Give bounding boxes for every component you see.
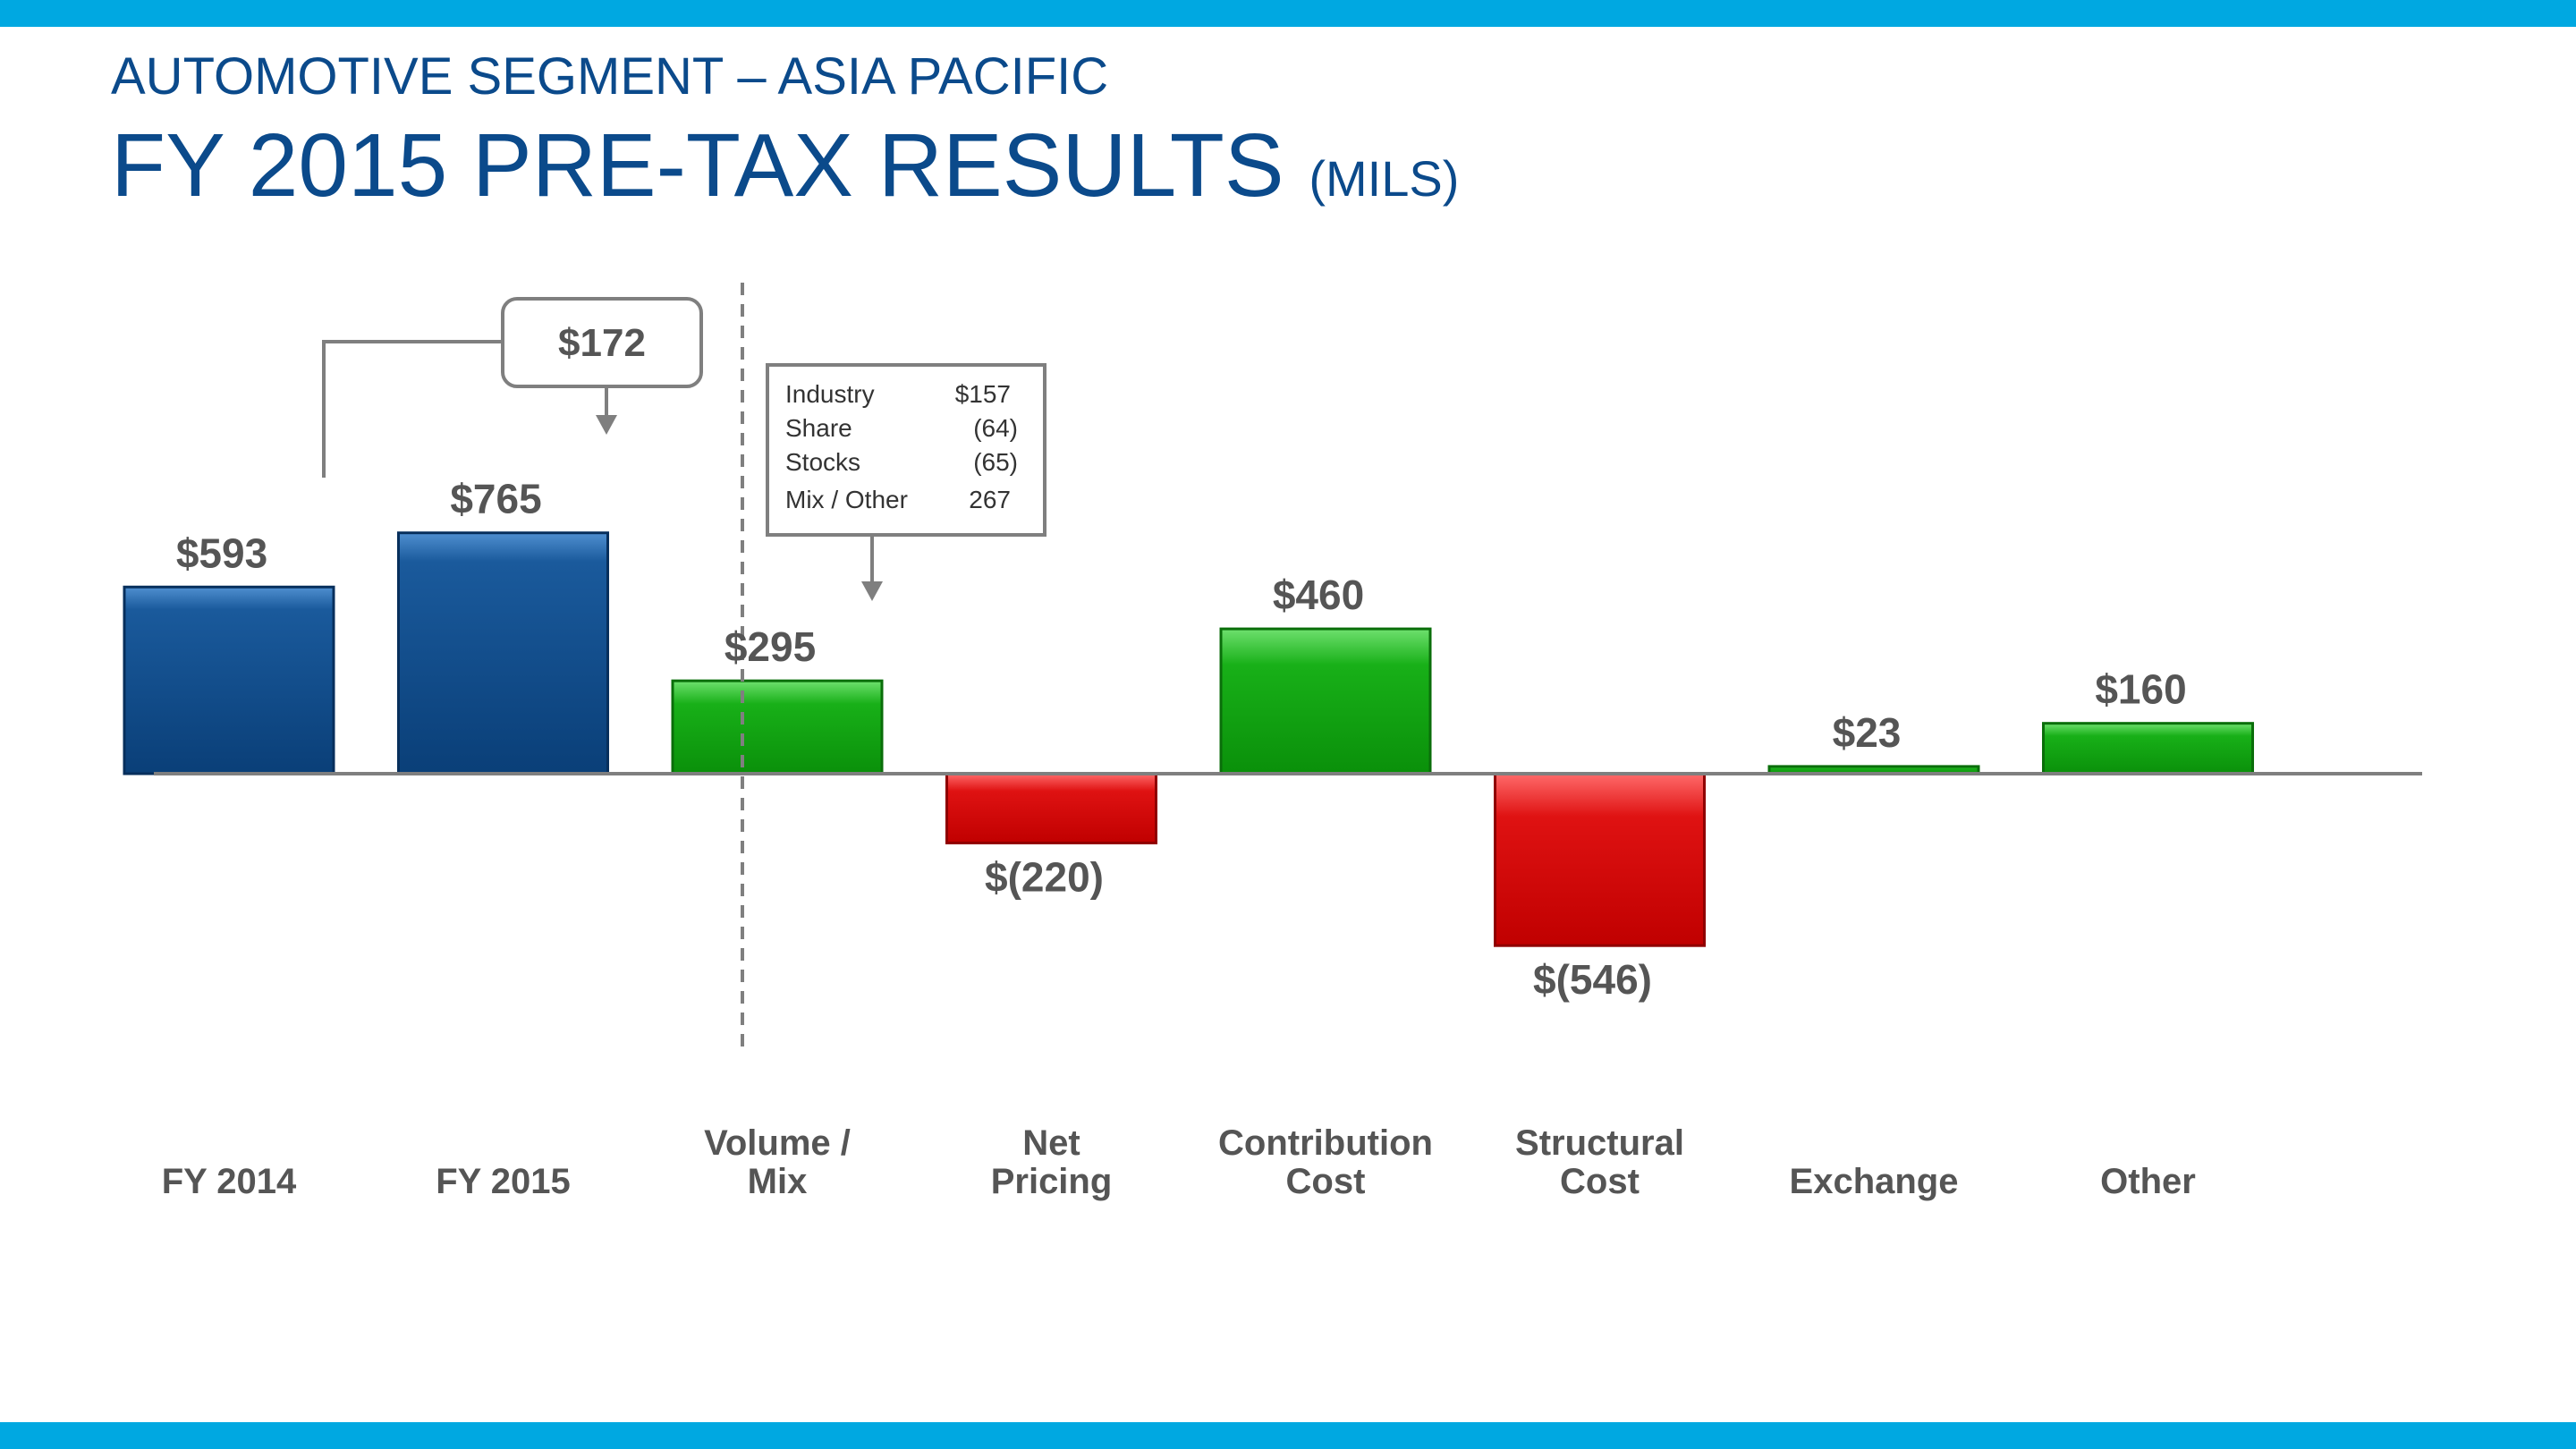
value-label-contribution-cost: $460 <box>1273 572 1364 618</box>
breakdown-callout: Industry $157 Share (64) Stocks (65) Mix… <box>766 363 1046 601</box>
change-callout-arrowhead <box>596 415 617 435</box>
breakdown-row-value: $157 <box>955 380 1011 408</box>
slide-title-unit: (MILS) <box>1309 150 1460 207</box>
category-label-net-pricing: Pricing <box>991 1162 1113 1201</box>
category-label-exchange: Exchange <box>1790 1162 1959 1201</box>
category-label-contribution-cost: Cost <box>1286 1162 1366 1201</box>
breakdown-callout-arrowhead <box>861 581 883 601</box>
value-label-volume-mix: $295 <box>724 623 816 670</box>
breakdown-row-name: Share <box>785 414 852 442</box>
bar-contribution-cost <box>1219 627 1432 775</box>
slide-title: FY 2015 PRE-TAX RESULTS (MILS) <box>111 114 1459 217</box>
breakdown-row-value: 267 <box>969 486 1011 513</box>
bar-structural-cost <box>1494 772 1706 947</box>
slide-title-text: FY 2015 PRE-TAX RESULTS <box>111 115 1284 216</box>
breakdown-row-name: Stocks <box>785 448 860 476</box>
breakdown-row-value: (65) <box>973 448 1018 476</box>
bar-fy-2015 <box>397 531 609 775</box>
change-callout-label: $172 <box>558 321 646 365</box>
category-label-structural-cost: Structural <box>1515 1123 1684 1163</box>
value-label-structural-cost: $(546) <box>1533 956 1652 1003</box>
category-label-volume-mix: Volume / <box>704 1123 851 1163</box>
breakdown-row-name: Industry <box>785 380 875 408</box>
bar-fy-2014 <box>123 585 335 775</box>
slide-subtitle: AUTOMOTIVE SEGMENT – ASIA PACIFIC <box>111 47 1109 106</box>
value-label-fy-2014: $593 <box>176 530 267 576</box>
category-label-structural-cost: Cost <box>1560 1162 1640 1201</box>
category-label-volume-mix: Mix <box>748 1162 808 1201</box>
category-label-fy-2015: FY 2015 <box>436 1162 571 1201</box>
bar-other <box>2042 722 2254 775</box>
breakdown-row-value: (64) <box>973 414 1018 442</box>
bar-volume-mix <box>671 679 884 775</box>
change-callout-connector <box>322 340 503 478</box>
value-label-fy-2015: $765 <box>450 476 541 522</box>
category-label-fy-2014: FY 2014 <box>162 1162 297 1201</box>
value-label-net-pricing: $(220) <box>985 853 1104 900</box>
category-label-contribution-cost: Contribution <box>1218 1123 1433 1163</box>
top-accent-band <box>0 0 2576 27</box>
change-callout-box <box>501 297 703 388</box>
value-label-other: $160 <box>2095 666 2186 713</box>
category-label-other: Other <box>2100 1162 2196 1201</box>
breakdown-callout-box <box>766 363 1046 537</box>
bottom-accent-band <box>0 1422 2576 1449</box>
category-label-net-pricing: Net <box>1022 1123 1080 1163</box>
bar-net-pricing <box>945 772 1157 844</box>
breakdown-row-name: Mix / Other <box>785 486 908 513</box>
value-label-exchange: $23 <box>1833 709 1902 756</box>
change-callout: $172 <box>322 297 703 478</box>
